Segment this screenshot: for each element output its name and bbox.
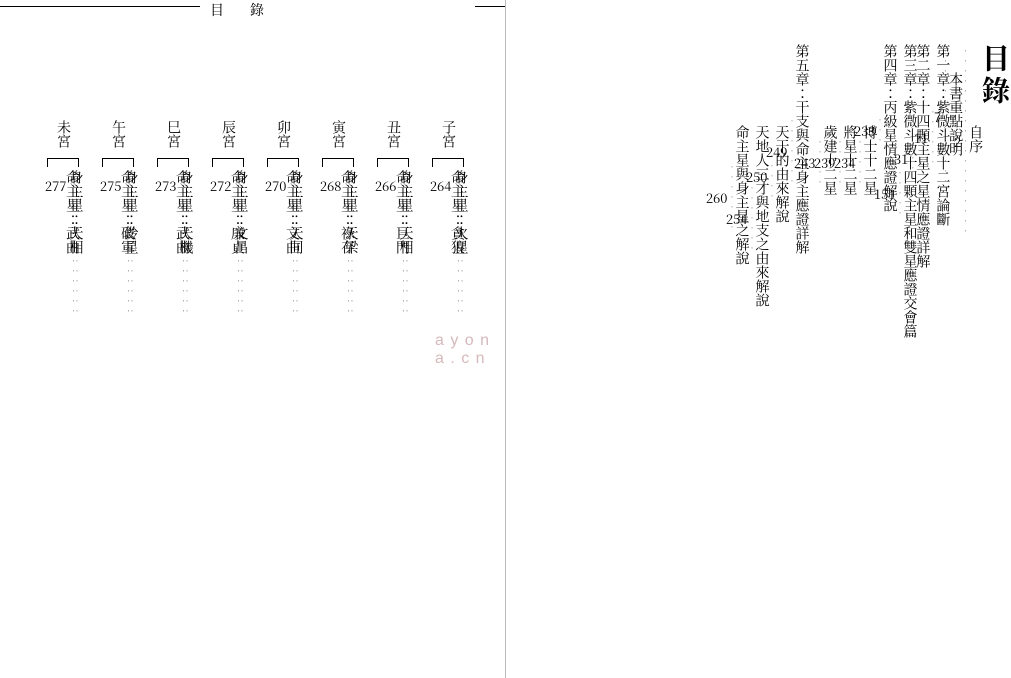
entry-label: 身主星：火星	[451, 170, 471, 254]
toc-entry: 命主星與身主星之解說﹒﹒﹒﹒﹒﹒﹒260	[706, 125, 749, 265]
toc-entry-label: 自序	[969, 125, 983, 153]
bracket-icon	[432, 158, 464, 167]
toc-leader: ﹒﹒﹒﹒﹒	[815, 135, 823, 185]
entry-label: 身主星：鈴星	[121, 170, 141, 254]
toc-page-number: 260	[706, 191, 727, 204]
left-page: 目 錄 a y o n a . c n 子宮命主星：貪狼﹒﹒﹒﹒﹒﹒身主星：火星…	[0, 0, 505, 678]
toc-entry-label: 第五章：干支與命主身主應證詳解	[795, 44, 809, 254]
entry-label: 身主星：天相	[66, 170, 86, 254]
shen-zhu-entry: 身主星：天相﹒﹒﹒﹒﹒﹒ 266	[375, 170, 416, 314]
toc-page-number: 277	[45, 176, 66, 195]
toc-leader: ﹒﹒﹒﹒﹒﹒	[71, 254, 82, 314]
bracket-icon	[267, 158, 299, 167]
book-spread: 目錄 自序﹒﹒﹒﹒﹒﹒﹒﹒﹒﹒﹒﹒﹒﹒﹒﹒﹒﹒﹒2本書重點說明﹒﹒﹒﹒﹒﹒﹒﹒﹒…	[0, 0, 1011, 678]
toc-entry-label: 命主星與身主星之解說	[735, 125, 749, 265]
toc-entry-label: 第四章：丙級星情應證解說	[883, 44, 897, 212]
entry-label: 身主星：文昌	[231, 170, 251, 254]
bracket-icon	[47, 158, 79, 167]
header-char-2: 錄	[250, 0, 264, 20]
toc-leader: ﹒﹒﹒﹒﹒﹒﹒	[727, 160, 735, 230]
toc-entry-label: 天地人三才與地支之由來解說	[755, 125, 769, 307]
toc-leader: ﹒﹒﹒﹒﹒﹒	[346, 254, 357, 314]
header-char-1: 目	[210, 0, 224, 20]
toc-leader: ﹒﹒﹒﹒﹒﹒	[401, 254, 412, 314]
toc-page-number: 268	[320, 176, 341, 195]
toc-page-number: 264	[430, 176, 451, 195]
bracket-icon	[212, 158, 244, 167]
header-rule-left	[0, 6, 200, 7]
toc-page-number: 273	[155, 176, 176, 195]
shen-zhu-entry: 身主星：火星﹒﹒﹒﹒﹒﹒ 264	[430, 170, 471, 314]
toc-page-number: 270	[265, 176, 286, 195]
palace-name: 未宮	[54, 120, 74, 148]
toc-page-number: 275	[100, 176, 121, 195]
toc-leader: ﹒﹒﹒﹒﹒﹒	[181, 254, 192, 314]
entry-label: 身主星：天相	[396, 170, 416, 254]
toc-page-number: 272	[210, 176, 231, 195]
bracket-icon	[322, 158, 354, 167]
toc-leader: ﹒﹒﹒﹒﹒﹒	[236, 254, 247, 314]
toc-entry-label: 博士十二星	[863, 125, 877, 195]
palace-name: 辰宮	[219, 120, 239, 148]
entry-label: 身主星：天同	[286, 170, 306, 254]
bracket-icon	[102, 158, 134, 167]
shen-zhu-entry: 身主星：天梁﹒﹒﹒﹒﹒﹒ 268	[320, 170, 361, 314]
entry-label: 身主星：天梁	[341, 170, 361, 254]
toc-entry-label: 第三章：紫微斗數十四顆主星和雙星應證交會篇	[903, 44, 917, 338]
palace-name: 子宮	[439, 120, 459, 148]
toc-entry-label: 將星十二星	[843, 125, 857, 195]
toc-page-number: 266	[375, 176, 396, 195]
entry-label: 身主星：天機	[176, 170, 196, 254]
shen-zhu-entry: 身主星：天機﹒﹒﹒﹒﹒﹒ 273	[155, 170, 196, 314]
shen-zhu-entry: 身主星：鈴星﹒﹒﹒﹒﹒﹒ 275	[100, 170, 141, 314]
shen-zhu-entry: 身主星：天相﹒﹒﹒﹒﹒﹒ 277	[45, 170, 86, 314]
toc-entry-label: 第一章：紫微斗數十二宮論斷	[936, 44, 950, 226]
bracket-icon	[157, 158, 189, 167]
watermark: a y o n a . c n	[435, 332, 505, 368]
palace-name: 卯宮	[274, 120, 294, 148]
header-rule-right	[475, 6, 505, 7]
toc-entry-label: 歲建十二星	[823, 125, 837, 195]
toc-leader: ﹒﹒﹒﹒﹒﹒	[126, 254, 137, 314]
toc-leader: ﹒﹒﹒﹒﹒﹒	[456, 254, 467, 314]
shen-zhu-entry: 身主星：天同﹒﹒﹒﹒﹒﹒ 270	[265, 170, 306, 314]
palace-name: 巳宮	[164, 120, 184, 148]
palace-name: 午宮	[109, 120, 129, 148]
toc-leader: ﹒﹒﹒﹒﹒﹒	[291, 254, 302, 314]
toc-entry-label: 天干的由來解說	[775, 125, 789, 223]
palace-name: 寅宮	[329, 120, 349, 148]
shen-zhu-entry: 身主星：文昌﹒﹒﹒﹒﹒﹒ 272	[210, 170, 251, 314]
right-page: 目錄 自序﹒﹒﹒﹒﹒﹒﹒﹒﹒﹒﹒﹒﹒﹒﹒﹒﹒﹒﹒2本書重點說明﹒﹒﹒﹒﹒﹒﹒﹒﹒…	[506, 0, 1011, 678]
bracket-icon	[377, 158, 409, 167]
palace-name: 丑宮	[384, 120, 404, 148]
